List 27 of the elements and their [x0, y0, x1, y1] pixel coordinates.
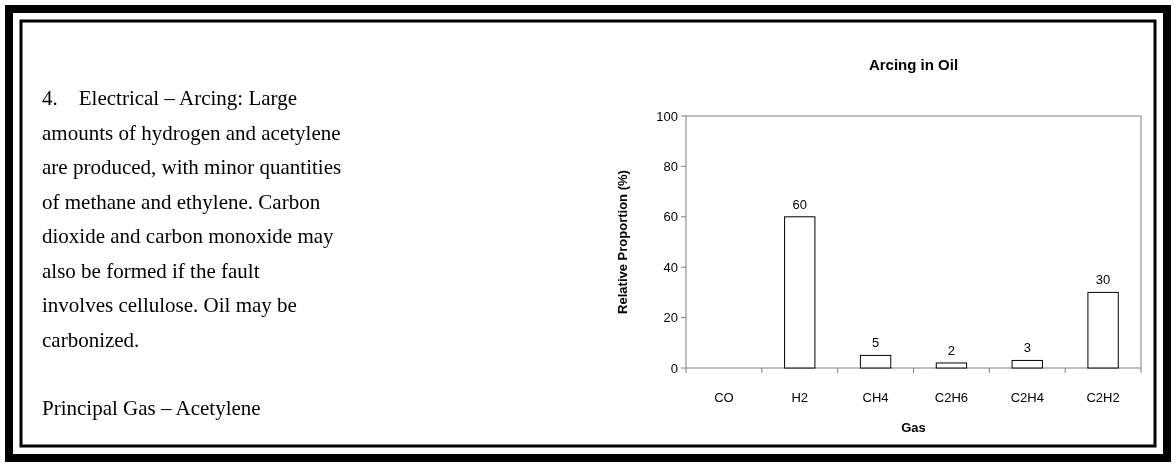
text: 4. Electrical – Arcing: Large amounts of hydrogen and acetylene are produced, with minor quantities of methane and ethylene. Carbon dioxide and carbon monoxide may also be formed if the fault involves cellulose. Oil may be carbonized.	[42, 86, 342, 352]
data-label: 3	[1023, 340, 1031, 356]
y-tick-label: 60	[663, 209, 678, 225]
chart-title: Arcing in Oil	[868, 56, 959, 73]
bar	[1087, 291, 1119, 369]
x-tick-label: CH4	[862, 390, 889, 405]
x-axis-title: Gas	[901, 420, 926, 435]
text: Principal Gas – Acetylene	[42, 396, 261, 420]
y-tick-label: 100	[656, 108, 678, 124]
bar	[1011, 359, 1043, 369]
x-tick-label: C2H2	[1086, 390, 1120, 405]
y-tick-label: 0	[670, 360, 678, 376]
data-label: 30	[1095, 272, 1111, 288]
x-tick-label: H2	[791, 390, 809, 405]
data-label: 60	[792, 196, 807, 212]
data-label: 2	[947, 342, 956, 358]
bar	[859, 354, 892, 369]
y-axis-title: Relative Proportion (%)	[615, 170, 630, 314]
y-tick-label: 20	[663, 310, 678, 326]
x-tick-label: C2H6	[934, 390, 969, 405]
y-tick-label: 80	[663, 158, 678, 174]
data-label: 5	[871, 335, 880, 351]
x-tick-label: CO	[714, 390, 734, 405]
x-tick-label: C2H4	[1010, 390, 1044, 405]
y-tick-label: 40	[663, 259, 678, 275]
bar	[935, 362, 968, 369]
bar	[784, 216, 816, 369]
